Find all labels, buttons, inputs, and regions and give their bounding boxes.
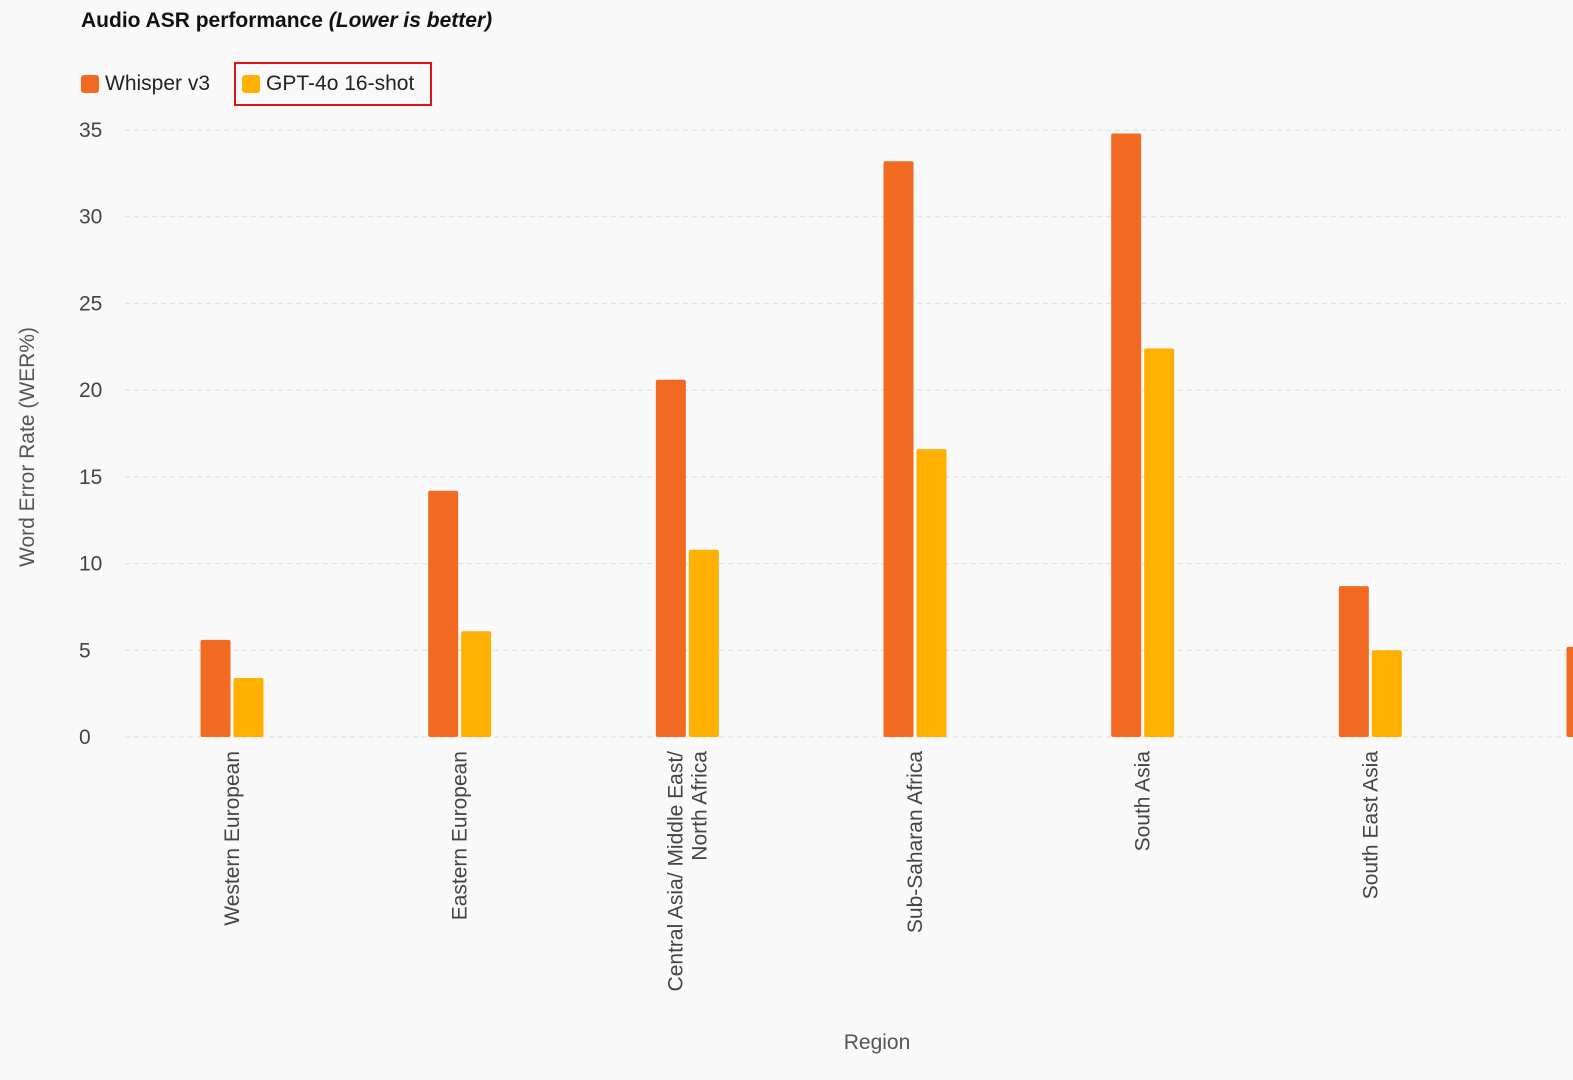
legend-item-gpt4o-highlighted[interactable]: GPT-4o 16-shot bbox=[234, 62, 433, 106]
gridlines bbox=[125, 129, 1566, 738]
x-category-label: Central Asia/ Middle East/ bbox=[664, 751, 687, 992]
bar-gpt4o-0[interactable] bbox=[233, 678, 264, 737]
legend-label-whisper: Whisper v3 bbox=[105, 72, 211, 95]
y-tick-label: 0 bbox=[79, 726, 91, 749]
x-category-label: Sub-Saharan Africa bbox=[904, 751, 927, 933]
x-axis-title: Region bbox=[844, 1031, 911, 1054]
y-tick-label: 15 bbox=[79, 466, 102, 489]
legend-item-whisper[interactable]: Whisper v3 bbox=[81, 66, 218, 102]
x-category-label: Eastern European bbox=[449, 751, 472, 920]
bar-whisper-3[interactable] bbox=[883, 161, 914, 737]
legend-label-gpt4o: GPT-4o 16-shot bbox=[266, 72, 415, 95]
bar-gpt4o-1[interactable] bbox=[461, 631, 492, 737]
bar-gpt4o-3[interactable] bbox=[916, 449, 947, 737]
y-tick-label: 30 bbox=[79, 206, 102, 229]
y-axis-title: Word Error Rate (WER%) bbox=[16, 327, 39, 567]
x-category-label: South East Asia bbox=[1359, 751, 1382, 900]
bar-gpt4o-4[interactable] bbox=[1144, 348, 1175, 737]
y-tick-label: 35 bbox=[79, 119, 102, 142]
legend-swatch-gpt4o bbox=[242, 75, 261, 93]
legend: Whisper v3 GPT-4o 16-shot bbox=[81, 62, 433, 106]
bars bbox=[200, 133, 1573, 737]
bar-whisper-2[interactable] bbox=[655, 379, 686, 737]
x-category-label: South Asia bbox=[1132, 751, 1155, 852]
bar-whisper-0[interactable] bbox=[200, 639, 231, 737]
y-tick-label: 20 bbox=[79, 379, 102, 402]
y-tick-label: 5 bbox=[79, 639, 91, 662]
chart-subtitle: (Lower is better) bbox=[328, 9, 493, 32]
bar-gpt4o-5[interactable] bbox=[1371, 650, 1402, 737]
bar-gpt4o-2[interactable] bbox=[688, 549, 719, 737]
y-tick-label: 25 bbox=[79, 292, 102, 315]
chart-title: Audio ASR performance (Lower is better) bbox=[81, 9, 492, 33]
legend-swatch-whisper bbox=[81, 75, 99, 93]
x-category-label: Western European bbox=[221, 751, 244, 926]
x-category-label: North Africa bbox=[688, 751, 711, 861]
chart-title-main: Audio ASR performance bbox=[81, 9, 323, 32]
bar-whisper-4[interactable] bbox=[1111, 133, 1142, 737]
y-axis-ticks: 0 5 10 15 20 25 30 35 bbox=[79, 119, 102, 749]
x-axis-categories: Western European Eastern European Central … bbox=[221, 751, 1382, 992]
bar-whisper-6[interactable] bbox=[1566, 646, 1573, 737]
y-tick-label: 10 bbox=[79, 553, 102, 576]
bar-whisper-5[interactable] bbox=[1338, 586, 1369, 737]
bar-whisper-1[interactable] bbox=[428, 490, 459, 737]
